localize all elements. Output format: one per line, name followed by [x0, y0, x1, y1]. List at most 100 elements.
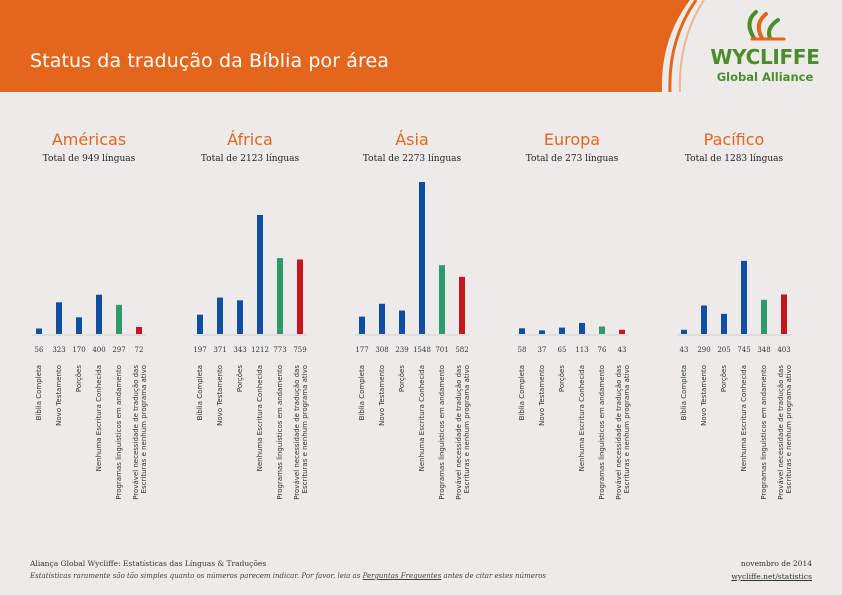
- bar: [257, 214, 263, 334]
- bar: [559, 327, 565, 334]
- value-label: 205: [717, 346, 730, 354]
- bar: [399, 310, 405, 334]
- category-label: Programas linguísticos em andamento: [115, 365, 123, 500]
- region-title: Américas: [52, 130, 126, 149]
- category-label: Provável necessidade de tradução dasEscr…: [777, 365, 793, 500]
- footer-note-text: Estatísticas raramente são tão simples q…: [30, 572, 363, 580]
- bar: [439, 265, 445, 334]
- category-label: Nenhuma Escritura Conhecida: [740, 365, 748, 471]
- value-label: 400: [92, 346, 105, 354]
- value-label: 701: [435, 346, 448, 354]
- bar: [297, 259, 303, 334]
- category-label-line: Novo Testamento: [216, 365, 224, 426]
- value-label: 348: [757, 346, 770, 354]
- category-label: Programas linguísticos em andamento: [276, 365, 284, 500]
- category-label-line: Programas linguísticos em andamento: [438, 365, 446, 500]
- category-label: Novo Testamento: [700, 365, 708, 426]
- bar: [96, 294, 102, 334]
- category-label: Nenhuma Escritura Conhecida: [578, 365, 586, 471]
- category-label-line: Provável necessidade de tradução das: [132, 365, 140, 500]
- category-label-line: Provável necessidade de tradução das: [293, 365, 301, 500]
- value-label: 403: [777, 346, 790, 354]
- category-label-line: Porções: [236, 365, 244, 392]
- category-label-line: Nenhuma Escritura Conhecida: [95, 365, 103, 471]
- category-label-line: Novo Testamento: [378, 365, 386, 426]
- category-label: Provável necessidade de tradução dasEscr…: [132, 365, 148, 500]
- category-label-line: Programas linguísticos em andamento: [115, 365, 123, 500]
- footer-url[interactable]: wycliffe.net/statistics: [731, 572, 812, 581]
- bar: [217, 297, 223, 334]
- bar: [116, 304, 122, 334]
- value-label: 308: [375, 346, 388, 354]
- category-label: Nenhuma Escritura Conhecida: [256, 365, 264, 471]
- faq-link[interactable]: Perguntas Frequentes: [362, 572, 442, 580]
- value-label: 197: [193, 346, 206, 354]
- bar: [579, 322, 585, 334]
- category-label: Programas linguísticos em andamento: [598, 365, 606, 500]
- region-total: Total de 2273 línguas: [363, 153, 462, 164]
- value-label: 323: [52, 346, 65, 354]
- value-label: 113: [575, 346, 588, 354]
- category-label: Bíblia Completa: [358, 365, 366, 420]
- category-label: Bíblia Completa: [518, 365, 526, 420]
- value-label: 65: [558, 346, 567, 354]
- category-label-line: Nenhuma Escritura Conhecida: [578, 365, 586, 471]
- category-label-line: Bíblia Completa: [196, 365, 204, 420]
- bar: [136, 326, 142, 334]
- bar: [459, 276, 465, 334]
- value-label: 290: [697, 346, 710, 354]
- category-label-line: Novo Testamento: [55, 365, 63, 426]
- wycliffe-logo[interactable]: WYCLIFFE Global Alliance: [704, 8, 834, 88]
- category-label: Programas linguísticos em andamento: [760, 365, 768, 500]
- logo-name: WYCLIFFE: [710, 45, 820, 69]
- category-label-line: Porções: [558, 365, 566, 392]
- region-title: Europa: [544, 130, 600, 149]
- category-label-line: Porções: [720, 365, 728, 392]
- region-chart: Américas Total de 949 línguas 56 Bíblia Com…: [32, 130, 148, 500]
- value-label: 582: [455, 346, 468, 354]
- bar: [599, 326, 605, 334]
- region-title: Ásia: [395, 130, 429, 149]
- category-label: Provável necessidade de tradução dasEscr…: [615, 365, 631, 500]
- category-label: Porções: [236, 365, 244, 392]
- category-label-line: Porções: [398, 365, 406, 392]
- category-label: Porções: [558, 365, 566, 392]
- category-label-line: Escrituras e nenhum programa ativo: [463, 365, 471, 493]
- category-label-line: Provável necessidade de tradução das: [777, 365, 785, 500]
- category-label-line: Provável necessidade de tradução das: [615, 365, 623, 500]
- value-label: 37: [538, 346, 547, 354]
- footer-note: Estatísticas raramente são tão simples q…: [30, 572, 546, 580]
- category-label-line: Bíblia Completa: [680, 365, 688, 420]
- footer-source: Aliança Global Wycliffe: Estatísticas da…: [30, 559, 267, 568]
- value-label: 745: [737, 346, 750, 354]
- category-label-line: Bíblia Completa: [518, 365, 526, 420]
- bar: [56, 302, 62, 334]
- category-label-line: Nenhuma Escritura Conhecida: [740, 365, 748, 471]
- category-label-line: Provável necessidade de tradução das: [455, 365, 463, 500]
- page-title: Status da tradução da Bíblia por área: [30, 50, 390, 72]
- category-label: Novo Testamento: [538, 365, 546, 426]
- bar: [76, 317, 82, 334]
- category-label: Novo Testamento: [55, 365, 63, 426]
- category-label-line: Escrituras e nenhum programa ativo: [140, 365, 148, 493]
- category-label: Novo Testamento: [378, 365, 386, 426]
- value-label: 759: [293, 346, 306, 354]
- category-label-line: Novo Testamento: [538, 365, 546, 426]
- value-label: 76: [598, 346, 607, 354]
- category-label: Provável necessidade de tradução dasEscr…: [455, 365, 471, 500]
- category-label-line: Bíblia Completa: [358, 365, 366, 420]
- region-chart: Europa Total de 273 línguas 58 Bíblia Compl…: [515, 130, 631, 500]
- category-label: Bíblia Completa: [680, 365, 688, 420]
- category-label: Novo Testamento: [216, 365, 224, 426]
- region-chart: Ásia Total de 2273 línguas 177 Bíblia Compl…: [355, 130, 471, 500]
- category-label: Bíblia Completa: [196, 365, 204, 420]
- bar: [379, 303, 385, 334]
- value-label: 170: [72, 346, 85, 354]
- value-label: 239: [395, 346, 408, 354]
- category-label-line: Escrituras e nenhum programa ativo: [301, 365, 309, 493]
- bar: [359, 316, 365, 334]
- logo-subtitle: Global Alliance: [716, 70, 814, 84]
- category-label-line: Escrituras e nenhum programa ativo: [785, 365, 793, 493]
- bar: [277, 258, 283, 334]
- value-label: 177: [355, 346, 368, 354]
